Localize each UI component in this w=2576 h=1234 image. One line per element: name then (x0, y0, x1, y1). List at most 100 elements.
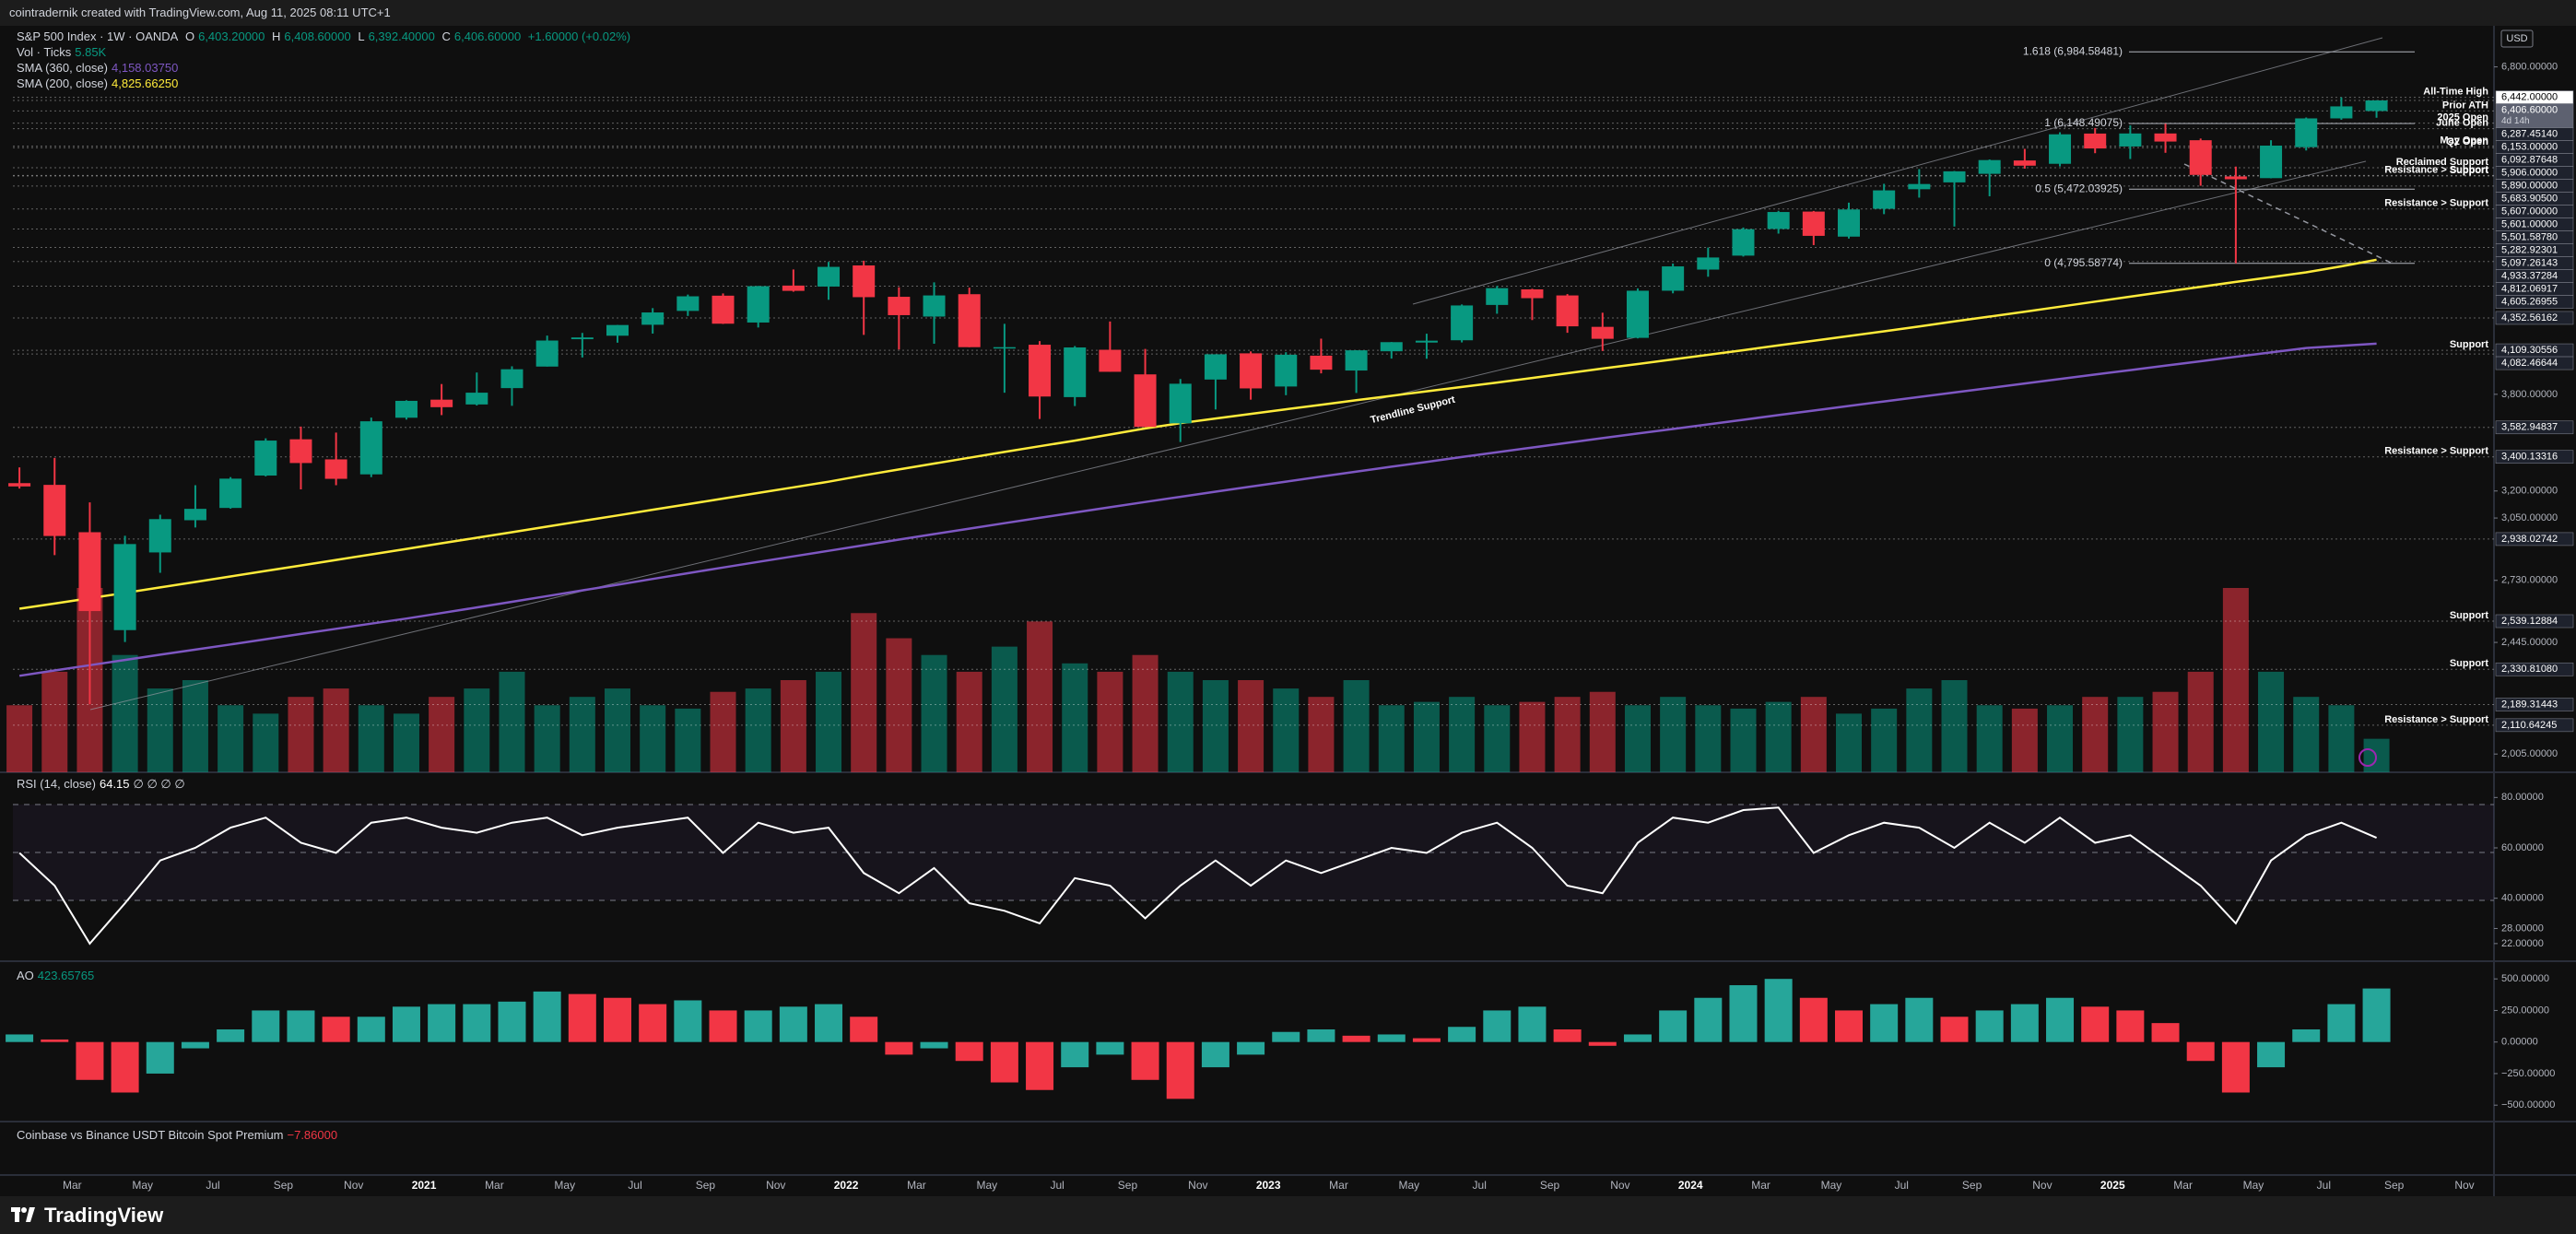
ao-bar (1448, 1027, 1476, 1042)
level-note: Support (2450, 339, 2488, 350)
ao-bar (1377, 1034, 1406, 1042)
candle-body (676, 296, 700, 311)
volume-bar (2328, 705, 2355, 772)
price-label: 5,906.00000 (2501, 167, 2558, 178)
ao-bar (604, 997, 631, 1042)
legend-row: SMA (360, close) 4,158.03750 (17, 60, 634, 76)
price-label: 5,683.90500 (2501, 193, 2558, 204)
ao-bar (1729, 985, 1758, 1042)
premium-title: Coinbase vs Binance USDT Bitcoin Spot Pr… (17, 1128, 284, 1142)
ao-bar (1096, 1041, 1124, 1055)
volume-bar (2293, 697, 2320, 772)
candle-body (1415, 340, 1438, 343)
footer: TradingView (0, 1196, 2576, 1234)
price-label-box (2495, 311, 2574, 325)
volume-bar (1906, 688, 1933, 772)
x-tick-label: 2022 (834, 1179, 859, 1192)
rsi-value: 64.15 (99, 777, 130, 791)
x-tick-label: Sep (2384, 1179, 2405, 1192)
y-tick-label: −250.00000 (2501, 1068, 2555, 1079)
x-tick-label: Nov (344, 1179, 363, 1192)
candle-body (1204, 354, 1227, 380)
y-tick-label: −500.00000 (2501, 1099, 2555, 1111)
volume-bar (1238, 680, 1264, 772)
ao-bar (1483, 1010, 1511, 1042)
ao-bar (1764, 979, 1793, 1042)
price-label: 4,109.30556 (2501, 345, 2558, 356)
candle-body (1064, 347, 1087, 397)
ao-bar (533, 991, 561, 1042)
volume-bar (1660, 697, 1687, 772)
ao-bar (1588, 1041, 1617, 1046)
ao-bar (1026, 1041, 1054, 1090)
rsi-line (18, 806, 2377, 946)
volume-bar (358, 705, 384, 772)
y-tick-label: 3,050.00000 (2501, 512, 2558, 523)
candle-body (958, 294, 981, 347)
fib-label: 0.5 (5,472.03925) (2035, 182, 2123, 194)
ao-bar (955, 1041, 983, 1062)
candle-body (570, 337, 594, 340)
candle-body (712, 295, 735, 324)
x-tick-label: Sep (1962, 1179, 1982, 1192)
countdown: 4d 14h (2501, 116, 2530, 126)
x-tick-label: Sep (696, 1179, 716, 1192)
y-tick-label: 6,800.00000 (2501, 61, 2558, 72)
ao-bar (1412, 1038, 1441, 1042)
level-note: Resistance > Support (2384, 198, 2488, 209)
ao-bar (1835, 1010, 1863, 1042)
level-note: Prior ATH (2442, 100, 2488, 111)
volume-bar (1378, 705, 1405, 772)
price-label: 2,330.81080 (2501, 664, 2558, 675)
volume-bar (1097, 671, 1123, 772)
volume-bar (1589, 691, 1616, 772)
candle-body (2295, 118, 2318, 147)
price-label: 5,501.58780 (2501, 231, 2558, 242)
x-tick-label: Jul (1473, 1179, 1487, 1192)
x-tick-label: Sep (1540, 1179, 1560, 1192)
candle-body (923, 295, 946, 317)
price-label-box (2495, 356, 2574, 370)
ao-bar (357, 1017, 385, 1042)
candle-body (1099, 349, 1122, 372)
ao-bar (1061, 1041, 1089, 1068)
level-note: 2025 Open (2437, 112, 2488, 123)
price-label: 4,605.26955 (2501, 296, 2558, 307)
ohlc-value: 6,408.60000 (284, 29, 351, 43)
ao-bar (1905, 997, 1934, 1042)
candle-body (254, 441, 277, 476)
volume-bar (675, 708, 701, 772)
x-tick-label: May (2243, 1179, 2264, 1192)
ao-bar (252, 1010, 280, 1042)
candle-body (1591, 326, 1614, 339)
ao-bar (2116, 1010, 2145, 1042)
price-label-box (2495, 420, 2574, 435)
level-note: Resistance > Support (2384, 164, 2488, 175)
ao-bar (287, 1010, 315, 1042)
ao-bar (2186, 1041, 2215, 1062)
y-tick-label: 80.00000 (2501, 792, 2544, 803)
legend-row: Vol · Ticks 5.85K (17, 44, 634, 60)
ao-bar (2081, 1006, 2110, 1042)
legend-row: SMA (200, close) 4,825.66250 (17, 76, 634, 91)
volume-bar (921, 654, 947, 772)
ao-bar (1659, 1010, 1688, 1042)
sma-name: SMA (200, close) (17, 76, 108, 90)
candle-body (289, 439, 312, 464)
sma-value: 4,825.66250 (112, 76, 179, 90)
volume-bar (780, 680, 806, 772)
ohlc-value: 6,403.20000 (198, 29, 265, 43)
ao-bar (885, 1041, 913, 1055)
level-note: All-Time High (2423, 86, 2488, 97)
candle-body (1240, 353, 1263, 389)
candle-body (183, 509, 206, 521)
candle-body (8, 483, 31, 487)
x-tick-label: Jul (2317, 1179, 2331, 1192)
ao-bar (1518, 1006, 1547, 1042)
fib-label: 1.618 (6,984.58481) (2023, 44, 2123, 57)
rsi-legend: RSI (14, close) 64.15 ∅ ∅ ∅ ∅ (17, 776, 189, 792)
x-tick-label: Mar (1751, 1179, 1770, 1192)
candle-body (641, 312, 665, 325)
candle-body (782, 285, 805, 291)
